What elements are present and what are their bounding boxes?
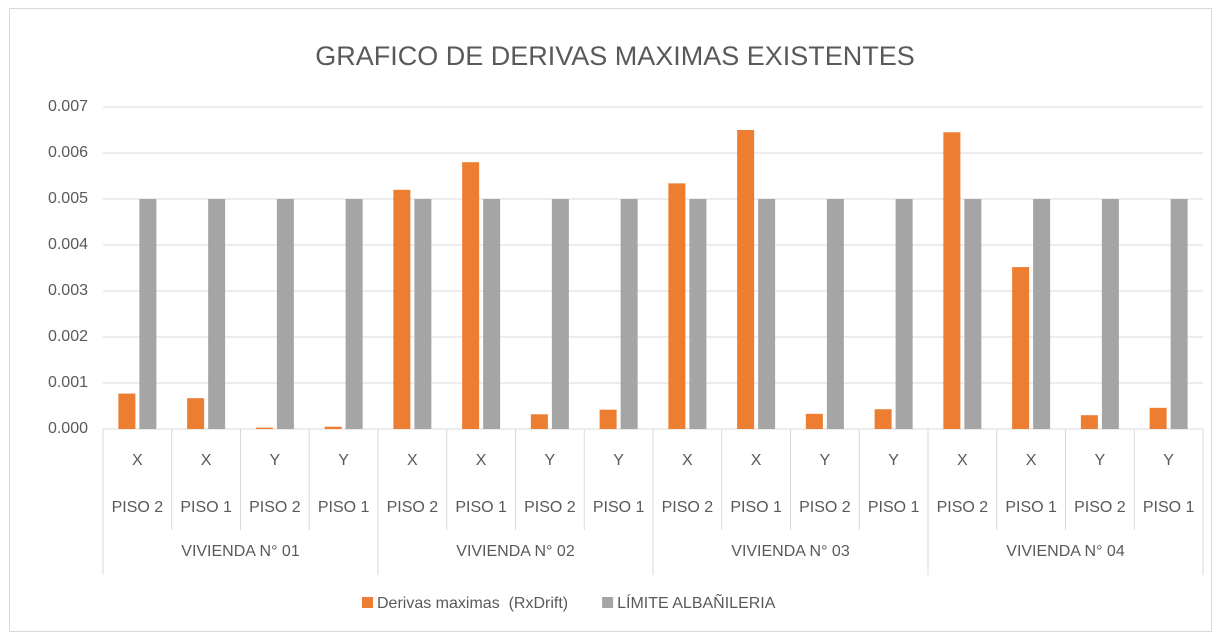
- bar: [737, 130, 755, 429]
- x-subcategory-label: PISO 1: [1143, 499, 1195, 516]
- bar: [805, 413, 823, 429]
- x-subcategory-label: PISO 1: [455, 499, 507, 516]
- x-tick-label: Y: [613, 452, 624, 469]
- bar: [620, 199, 638, 429]
- x-tick-label: X: [751, 452, 762, 469]
- bar: [187, 398, 205, 429]
- legend-label: Derivas maximas (RxDrift): [377, 595, 568, 612]
- x-group-label: VIVIENDA N° 02: [456, 543, 575, 560]
- x-tick-label: Y: [270, 452, 281, 469]
- x-group-label: VIVIENDA N° 04: [1006, 543, 1125, 560]
- chart-border: [9, 8, 1212, 632]
- x-tick-label: Y: [545, 452, 556, 469]
- y-tick-label: 0.001: [48, 374, 88, 391]
- bar: [255, 427, 273, 429]
- x-tick-label: X: [407, 452, 418, 469]
- bar: [599, 409, 617, 429]
- x-tick-label: Y: [888, 452, 899, 469]
- bar: [689, 199, 707, 429]
- bar: [324, 426, 342, 429]
- bar: [1149, 407, 1167, 429]
- x-tick-label: X: [682, 452, 693, 469]
- x-tick-label: X: [476, 452, 487, 469]
- legend-swatch: [362, 597, 373, 608]
- bar: [345, 199, 363, 429]
- x-subcategory-label: PISO 1: [180, 499, 232, 516]
- x-tick-label: Y: [338, 452, 349, 469]
- bar: [1033, 199, 1051, 429]
- y-tick-label: 0.004: [48, 236, 88, 253]
- bar: [1012, 267, 1030, 429]
- x-subcategory-label: PISO 2: [524, 499, 576, 516]
- y-tick-label: 0.002: [48, 328, 88, 345]
- x-tick-label: Y: [1095, 452, 1106, 469]
- x-subcategory-label: PISO 1: [593, 499, 645, 516]
- x-tick-label: X: [1026, 452, 1037, 469]
- legend-label: LÍMITE ALBAÑILERIA: [617, 592, 776, 612]
- x-subcategory-label: PISO 2: [387, 499, 439, 516]
- x-subcategory-label: PISO 1: [1005, 499, 1057, 516]
- bar: [1101, 199, 1119, 429]
- x-subcategory-label: PISO 1: [868, 499, 920, 516]
- bar: [895, 199, 913, 429]
- legend-swatch: [602, 597, 614, 608]
- bar: [139, 199, 157, 429]
- y-tick-label: 0.006: [48, 144, 88, 161]
- bar: [414, 199, 432, 429]
- x-tick-label: Y: [820, 452, 831, 469]
- x-group-label: VIVIENDA N° 01: [181, 543, 300, 560]
- bar: [483, 199, 501, 429]
- bar: [874, 409, 892, 429]
- bar: [551, 199, 569, 429]
- y-tick-label: 0.007: [48, 98, 88, 115]
- x-group-label: VIVIENDA N° 03: [731, 543, 850, 560]
- y-tick-label: 0.005: [48, 190, 88, 207]
- x-subcategory-label: PISO 2: [662, 499, 714, 516]
- bar: [118, 393, 136, 429]
- bar: [1080, 415, 1098, 429]
- y-tick-label: 0.000: [48, 420, 88, 437]
- x-subcategory-label: PISO 1: [730, 499, 782, 516]
- x-subcategory-label: PISO 2: [112, 499, 164, 516]
- bar: [462, 162, 480, 429]
- bar: [826, 199, 844, 429]
- bar: [208, 199, 226, 429]
- bar: [393, 189, 411, 429]
- bar: [758, 199, 776, 429]
- chart-title: GRAFICO DE DERIVAS MAXIMAS EXISTENTES: [315, 41, 915, 71]
- x-subcategory-label: PISO 2: [937, 499, 989, 516]
- y-tick-label: 0.003: [48, 282, 88, 299]
- x-subcategory-label: PISO 2: [249, 499, 301, 516]
- bar: [1170, 199, 1188, 429]
- x-tick-label: X: [132, 452, 143, 469]
- x-subcategory-label: PISO 2: [1074, 499, 1126, 516]
- bar: [964, 199, 982, 429]
- x-tick-label: Y: [1163, 452, 1174, 469]
- bar: [668, 183, 686, 429]
- bar: [530, 414, 548, 429]
- bar: [276, 199, 294, 429]
- x-subcategory-label: PISO 2: [799, 499, 851, 516]
- x-tick-label: X: [957, 452, 968, 469]
- x-tick-label: X: [201, 452, 212, 469]
- bar: [943, 132, 961, 430]
- x-subcategory-label: PISO 1: [318, 499, 370, 516]
